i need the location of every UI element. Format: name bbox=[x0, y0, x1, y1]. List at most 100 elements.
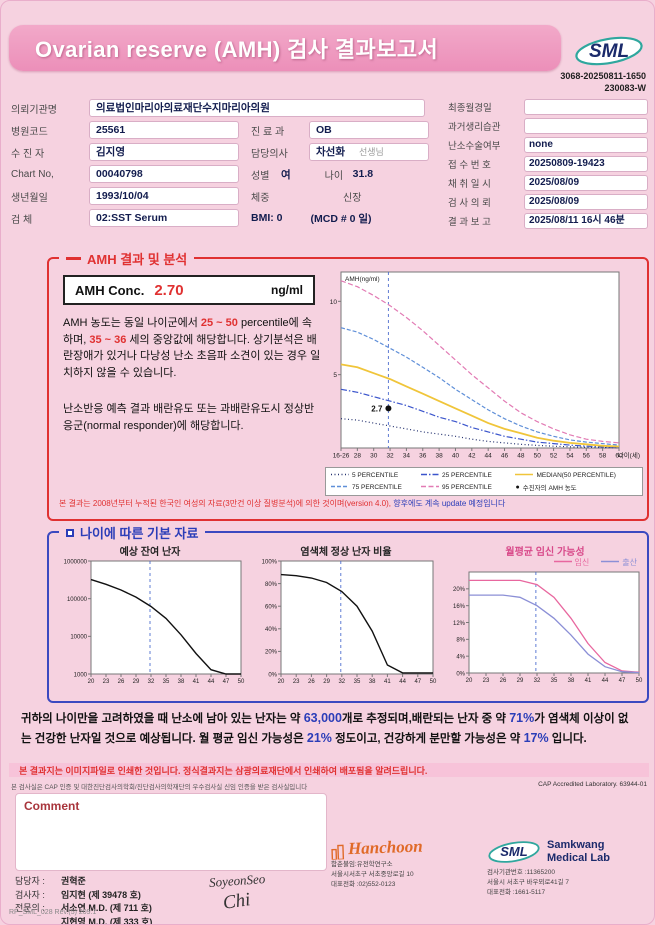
sex-value: 여 bbox=[281, 168, 291, 181]
info-column-middle: 진 료 과 OB 담당의사 차선화 선생님 성별 여 나이 31.8 체중 신장 … bbox=[251, 121, 447, 227]
normal-eggs-title: 염색체 정상 난자 비율 bbox=[300, 547, 392, 558]
info-row-hospital-code: 병원코드 25561 bbox=[11, 121, 435, 139]
svg-text:29: 29 bbox=[133, 679, 140, 685]
sml-line2: 서울시 서초구 바우뫼로41길 7 bbox=[487, 879, 570, 887]
chart-no-value: 00040798 bbox=[89, 165, 239, 183]
svg-text:1000000: 1000000 bbox=[64, 559, 88, 565]
svg-text:29: 29 bbox=[517, 678, 524, 684]
section-square-icon bbox=[66, 528, 74, 537]
info-row-doctor: 담당의사 차선화 선생님 bbox=[251, 143, 447, 161]
field-label: 최종월경일 bbox=[448, 103, 492, 114]
last-period-value bbox=[524, 99, 648, 115]
pregnancy-percent: 21% bbox=[306, 730, 332, 745]
field-label: Chart No, bbox=[11, 168, 54, 180]
svg-text:35: 35 bbox=[354, 679, 361, 685]
receipt-no-value: 20250809-19423 bbox=[524, 156, 648, 172]
signature-soyeon: SoyeonSeo bbox=[208, 871, 266, 890]
remaining-eggs-panel: 예상 잔여 난자 1000 10000 100000 1000000 20 23 26 29 3… bbox=[53, 543, 247, 687]
field-label: 검 체 bbox=[11, 214, 33, 226]
svg-text:SML: SML bbox=[500, 844, 528, 859]
info-row-birthdate: 생년월일 1993/10/04 bbox=[11, 187, 435, 205]
mini-charts-row: 예상 잔여 난자 1000 10000 100000 1000000 20 23 26 29 3… bbox=[53, 543, 645, 687]
svg-text:48: 48 bbox=[517, 453, 525, 460]
svg-text:20%: 20% bbox=[453, 587, 466, 593]
section-dash-icon bbox=[66, 257, 81, 260]
svg-text:20: 20 bbox=[278, 679, 285, 685]
amh-analysis-paragraph: AMH 농도는 동일 나이군에서 25 ~ 50 percentile에 속하며… bbox=[63, 315, 321, 381]
field-label: 접 수 번 호 bbox=[448, 160, 491, 171]
age-section-header: 나이에 따른 기본 자료 bbox=[59, 523, 206, 542]
info-row-weight-height: 체중 신장 bbox=[251, 187, 447, 205]
collection-date-value: 2025/08/09 bbox=[524, 175, 648, 191]
menstrual-history-value bbox=[524, 118, 648, 134]
svg-text:54: 54 bbox=[566, 453, 574, 460]
staff-row: 검사자 : 임지현 (제 39478 호) bbox=[15, 889, 141, 900]
amh-conc-unit: ng/ml bbox=[271, 283, 303, 297]
svg-text:40%: 40% bbox=[265, 627, 278, 633]
amh-conc-value: 2.70 bbox=[154, 281, 184, 299]
svg-text:58: 58 bbox=[599, 453, 607, 460]
info-row-ovarian-surgery: 난소수술여부 none bbox=[448, 137, 648, 153]
birthdate-value: 1993/10/04 bbox=[89, 187, 239, 205]
remaining-eggs-chart: 1000 10000 100000 1000000 20 23 26 29 32 35 38 41 44… bbox=[64, 559, 245, 685]
sml-lab-name: Samkwang Medical Lab bbox=[547, 839, 610, 864]
line-swatch-icon bbox=[421, 471, 439, 480]
svg-text:41: 41 bbox=[384, 679, 391, 685]
document-numbers: 3068-20250811-1650 230083-W bbox=[560, 71, 646, 94]
amh-percentile-chart: 5 10 16-26 28 30 32 34 36 38 40 42 44 46 48 50 52 54 56 58… bbox=[330, 271, 640, 460]
field-label: 검 사 의 뢰 bbox=[448, 198, 491, 209]
svg-text:38: 38 bbox=[178, 679, 185, 685]
field-label: 체중 bbox=[251, 192, 270, 204]
summary-paragraph: 귀하의 나이만을 고려하였을 때 난소에 남아 있는 난자는 약 63,000개… bbox=[21, 711, 629, 745]
field-label: 병원코드 bbox=[11, 126, 48, 138]
field-label: 난소수술여부 bbox=[448, 141, 501, 152]
print-notice-bar: 본 결과지는 이미지파일로 인쇄한 것입니다. 정식결과지는 삼광의료재단에서 … bbox=[9, 763, 649, 777]
cap-notice-kr: 본 검사실은 CAP 인증 및 대한진단검사의학회/진단검사의학재단의 우수검사… bbox=[11, 784, 308, 791]
field-label: 결 과 보 고 bbox=[448, 217, 491, 228]
patient-name-value: 김지영 bbox=[89, 143, 239, 161]
info-row-bmi: BMI: 0 (MCD # 0 일) bbox=[251, 209, 447, 227]
pregnancy-title: 월평균 임신 가능성 bbox=[505, 547, 585, 558]
legend-item-median: MEDIAN(50 PERCENTILE) bbox=[515, 471, 637, 480]
svg-text:35: 35 bbox=[163, 679, 170, 685]
svg-text:44: 44 bbox=[208, 679, 215, 685]
accreditation-line: 본 검사실은 CAP 인증 및 대한진단검사의학회/진단검사의학재단의 우수검사… bbox=[11, 781, 647, 791]
svg-text:26: 26 bbox=[500, 678, 507, 684]
svg-text:46: 46 bbox=[501, 453, 509, 460]
comment-box: Comment bbox=[15, 793, 327, 871]
department-value: OB bbox=[309, 121, 429, 139]
svg-text:30: 30 bbox=[370, 453, 378, 460]
svg-text:26: 26 bbox=[308, 679, 315, 685]
svg-text:100%: 100% bbox=[262, 559, 278, 565]
sml-line1: 검사기관번호 :11365200 bbox=[487, 869, 555, 876]
legend-item-patient: ● 수진자의 AMH 농도 bbox=[515, 483, 577, 493]
info-row-specimen: 검 체 02:SST Serum bbox=[11, 209, 435, 227]
svg-text:4%: 4% bbox=[456, 654, 465, 660]
hanchoon-line1: 함춘불임:유전학연구소 bbox=[331, 861, 393, 868]
info-row-collection-date: 채 취 일 시 2025/08/09 bbox=[448, 175, 648, 191]
legend-item-75-percentile: 75 PERCENTILE bbox=[331, 482, 421, 492]
legend-item-25-percentile: 25 PERCENTILE bbox=[421, 471, 515, 480]
field-label: 채 취 일 시 bbox=[448, 179, 491, 190]
hanchoon-line2: 서울시서초구 서초중앙로길 10 bbox=[331, 871, 414, 879]
info-row-patient-name: 수 진 자 김지영 bbox=[11, 143, 435, 161]
analysis-text: percentile에 속하며, bbox=[63, 317, 312, 346]
line-swatch-icon bbox=[515, 471, 534, 480]
hanchoon-logo: Hanchoon bbox=[331, 834, 490, 860]
svg-text:34: 34 bbox=[403, 453, 411, 460]
form-code: RP_SML_028 Rev.(5) 209.1 bbox=[9, 909, 97, 916]
info-column-right: 최종월경일 과거생리습관 난소수술여부 none 접 수 번 호 2025080… bbox=[448, 99, 648, 229]
analysis-text: AMH 농도는 동일 나이군에서 bbox=[63, 317, 201, 329]
building-icon bbox=[331, 844, 345, 860]
svg-text:80%: 80% bbox=[265, 582, 278, 588]
patient-info-section: 의뢰기관명 의료법인마리아의료재단수지마리아의원 병원코드 25561 수 진 … bbox=[11, 99, 648, 249]
sml-info: 검사기관번호 :11365200 서울시 서초구 바우뫼로41길 7 대표전화 … bbox=[487, 868, 649, 898]
analysis-text: 세의 중앙값에 해당합니다. 상기분석은 배란장애가 있거나 다낭성 난소 초음… bbox=[63, 333, 321, 379]
svg-text:8%: 8% bbox=[456, 638, 465, 644]
svg-text:47: 47 bbox=[223, 679, 230, 685]
svg-text:44: 44 bbox=[399, 679, 406, 685]
svg-text:42: 42 bbox=[468, 453, 476, 460]
sml-stamp-header: SML Samkwang Medical Lab bbox=[487, 839, 649, 865]
signature-chi: Chi bbox=[221, 889, 252, 914]
specimen-value: 02:SST Serum bbox=[89, 209, 239, 227]
